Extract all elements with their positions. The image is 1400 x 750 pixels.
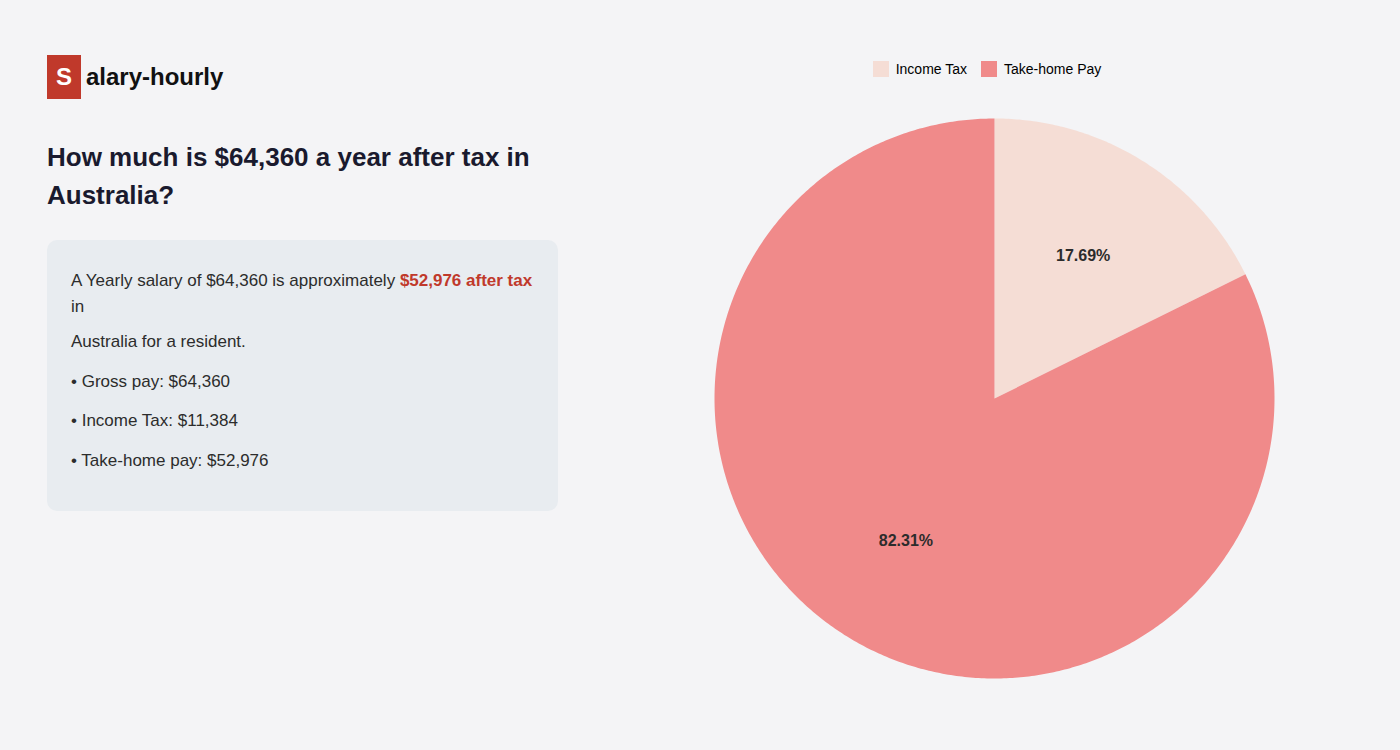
html-text:• Take-home pay: $52,976: • Take-home pay: $52,976	[71, 450, 269, 470]
html-text:S: S	[56, 63, 72, 90]
svg-text:17.69%: 17.69%	[1056, 247, 1110, 264]
html-text:in: in	[71, 296, 85, 316]
html-text:A Yearly salary of $64,360 is: A Yearly salary of $64,360 is approximat…	[71, 271, 533, 291]
html-text:Take-home Pay: Take-home Pay	[1004, 60, 1102, 77]
html-text:• Income Tax: $11,384: • Income Tax: $11,384	[71, 411, 238, 431]
html-text:Australia for a resident.: Australia for a resident.	[71, 332, 246, 352]
html-text:alary-hourly: alary-hourly	[86, 63, 224, 90]
html-text:Income Tax: Income Tax	[895, 60, 967, 77]
html-text:• Gross pay: $64,360: • Gross pay: $64,360	[71, 371, 230, 391]
html-text:How much is $64,360 a year aft: How much is $64,360 a year after tax in …	[47, 142, 530, 210]
svg-text:82.31%: 82.31%	[879, 532, 933, 549]
